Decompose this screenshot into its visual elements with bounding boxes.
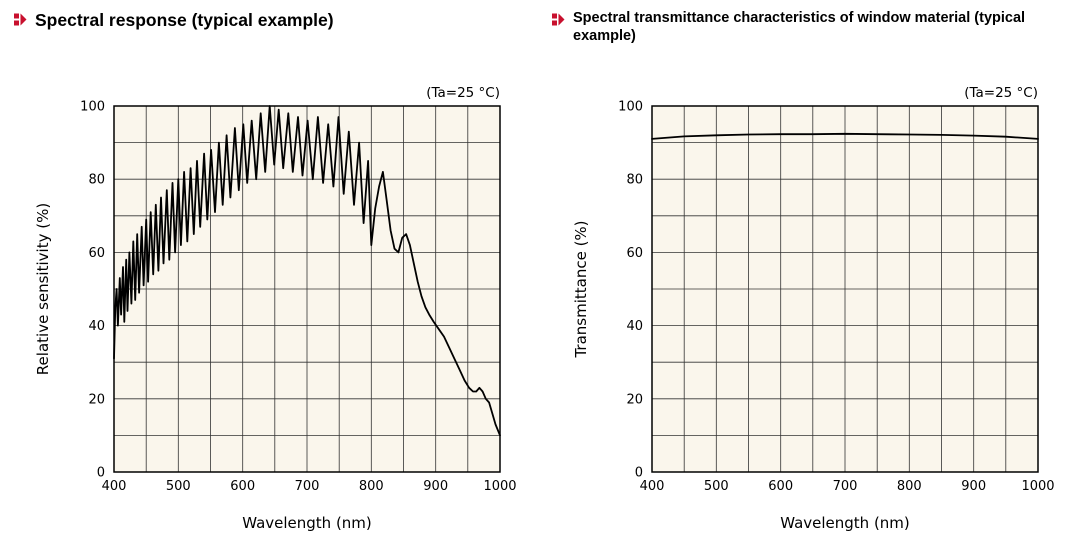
section-bullet-icon	[14, 13, 27, 26]
svg-text:80: 80	[626, 173, 643, 188]
y-axis-label: Relative sensitivity (%)	[34, 203, 52, 375]
y-tick-labels: 0 20 40 60 80 100	[618, 100, 643, 481]
svg-text:700: 700	[295, 479, 320, 494]
svg-text:100: 100	[618, 100, 643, 115]
y-axis-label: Transmittance (%)	[572, 220, 590, 358]
plot-frame	[113, 105, 501, 473]
svg-text:1000: 1000	[1021, 479, 1054, 494]
x-axis-label: Wavelength (nm)	[780, 514, 910, 532]
x-tick-labels: 400 500 600 700 800 900 1000	[640, 479, 1055, 494]
svg-text:800: 800	[359, 479, 384, 494]
y-tick-labels: 0 20 40 60 80 100	[80, 100, 105, 481]
section-bullet-icon	[552, 13, 565, 26]
svg-text:40: 40	[88, 319, 105, 334]
chart-block-spectral-response: Spectral response (typical example) 400 5…	[14, 10, 526, 539]
data-curve	[113, 105, 501, 437]
chart-title: Spectral transmittance characteristics o…	[573, 10, 1026, 44]
chart-svg: 400 500 600 700 800 900 1000 0 20 40 60 80 100 (Ta=25…	[34, 85, 517, 532]
svg-text:40: 40	[626, 319, 643, 334]
window-transmittance-chart: 400 500 600 700 800 900 1000 0 20 40 60 80 100 (Ta=25…	[552, 76, 1064, 539]
temperature-annotation: (Ta=25 °C)	[426, 85, 500, 101]
grid	[652, 106, 1038, 472]
svg-text:100: 100	[80, 100, 105, 115]
svg-text:500: 500	[704, 479, 729, 494]
svg-text:600: 600	[768, 479, 793, 494]
svg-text:900: 900	[423, 479, 448, 494]
svg-text:600: 600	[230, 479, 255, 494]
svg-text:900: 900	[961, 479, 986, 494]
chart-svg: 400 500 600 700 800 900 1000 0 20 40 60 80 100 (Ta=25…	[572, 85, 1055, 532]
svg-text:60: 60	[626, 246, 643, 261]
x-tick-labels: 400 500 600 700 800 900 1000	[102, 479, 517, 494]
svg-text:800: 800	[897, 479, 922, 494]
section-title-row: Spectral response (typical example)	[14, 10, 526, 76]
chart-block-window-transmittance: Spectral transmittance characteristics o…	[552, 10, 1064, 539]
svg-text:400: 400	[102, 479, 127, 494]
spectral-response-chart: 400 500 600 700 800 900 1000 0 20 40 60 80 100 (Ta=25…	[14, 76, 526, 539]
svg-text:1000: 1000	[483, 479, 516, 494]
svg-text:400: 400	[640, 479, 665, 494]
svg-text:20: 20	[88, 392, 105, 407]
svg-text:20: 20	[626, 392, 643, 407]
section-title-row: Spectral transmittance characteristics o…	[552, 10, 1064, 76]
svg-text:0: 0	[635, 466, 643, 481]
svg-text:0: 0	[97, 466, 105, 481]
x-axis-label: Wavelength (nm)	[242, 514, 372, 532]
svg-text:700: 700	[833, 479, 858, 494]
data-curve	[651, 132, 1039, 140]
svg-text:60: 60	[88, 246, 105, 261]
temperature-annotation: (Ta=25 °C)	[964, 85, 1038, 101]
svg-text:80: 80	[88, 173, 105, 188]
svg-text:500: 500	[166, 479, 191, 494]
plot-frame	[651, 105, 1039, 473]
chart-title: Spectral response (typical example)	[35, 10, 334, 30]
